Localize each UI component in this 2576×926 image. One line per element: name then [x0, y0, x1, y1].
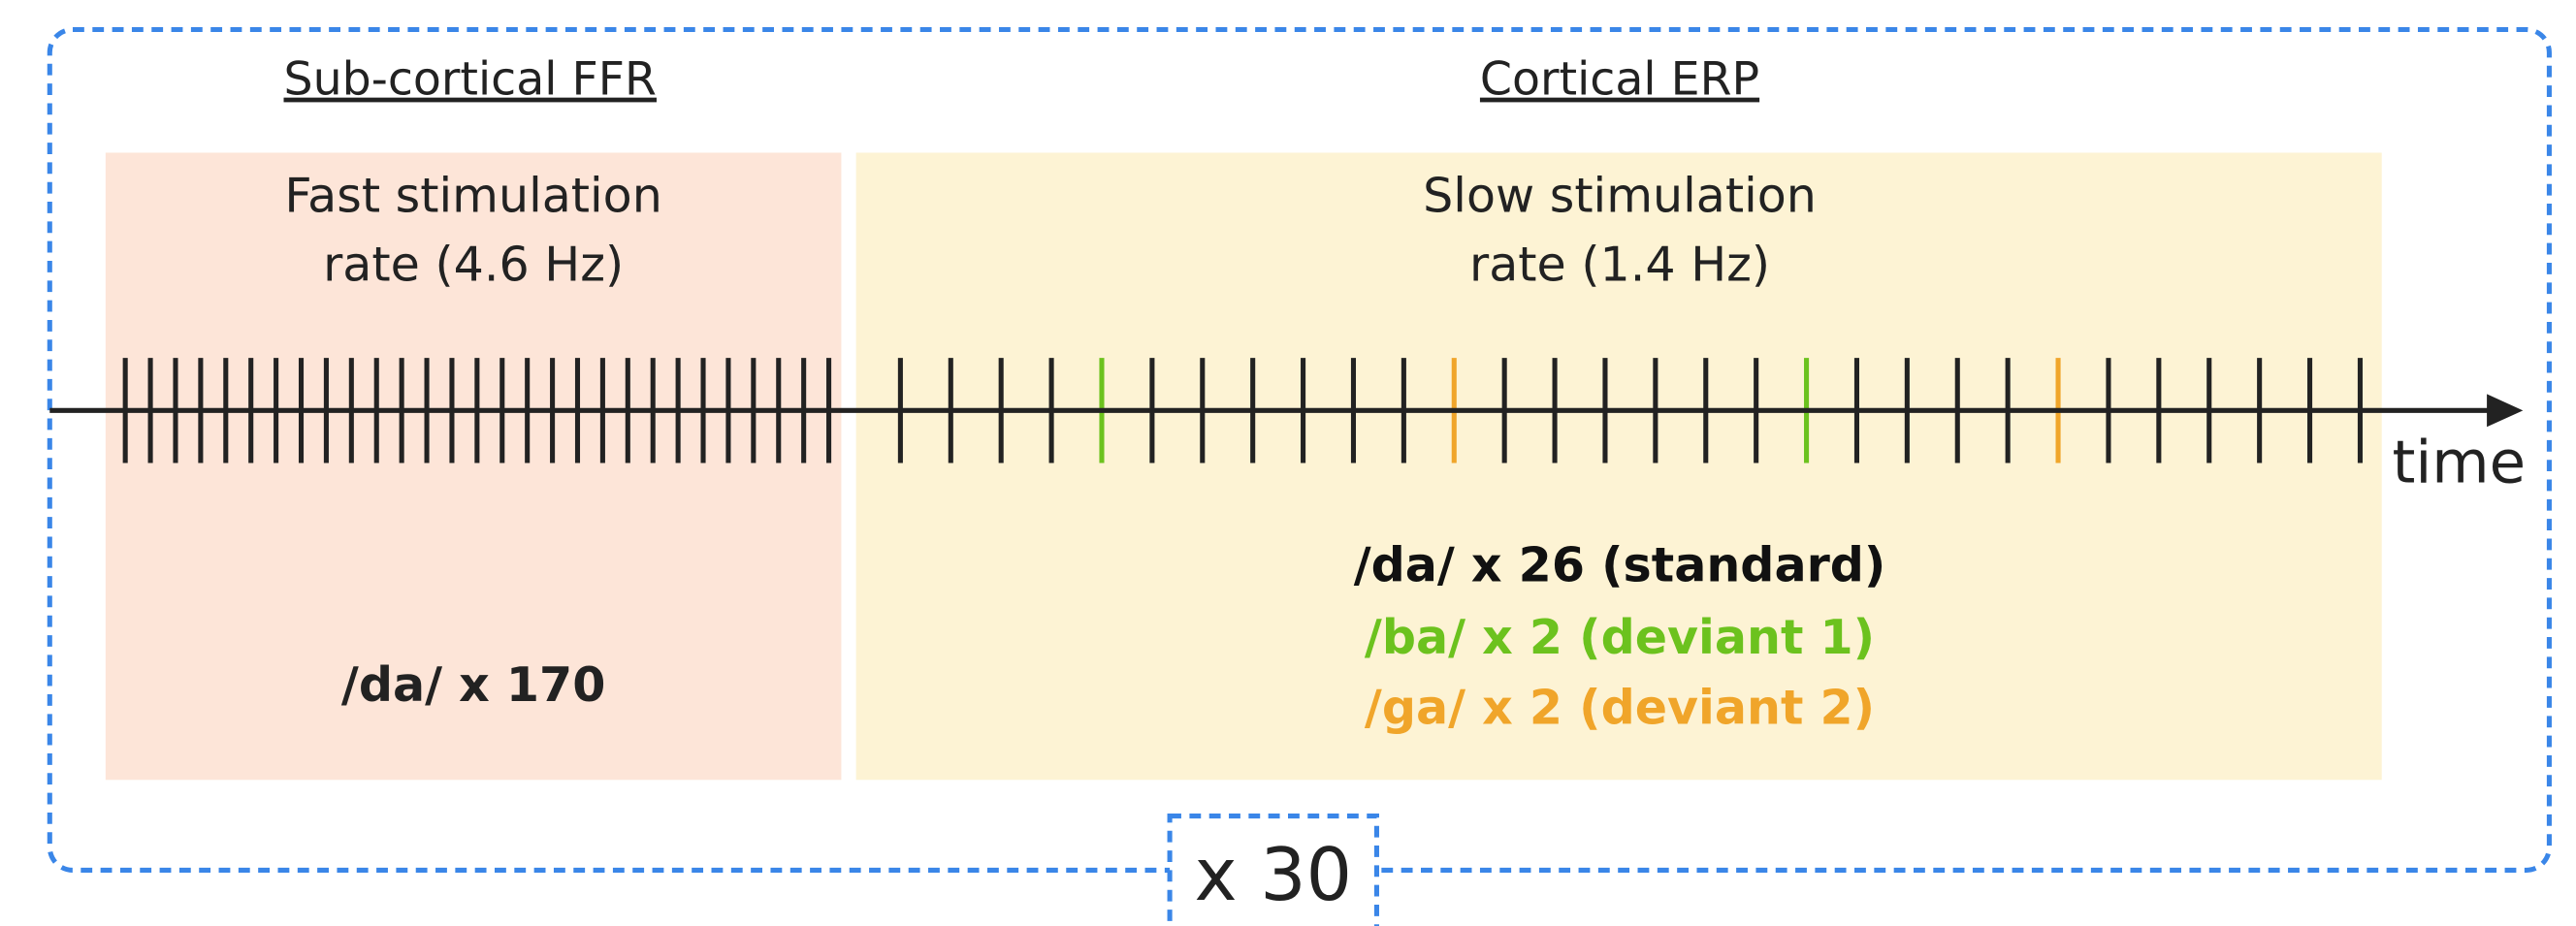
- stimulus-count: /da/ x 26 (standard): [1354, 536, 1886, 592]
- repeat-box: [1167, 814, 1379, 926]
- section-heading: Sub-cortical FFR: [284, 53, 657, 107]
- rate-label: Slow stimulation: [1423, 167, 1817, 223]
- ffr-panel: [105, 152, 842, 781]
- repeat-label: x 30: [1194, 833, 1352, 917]
- stimulus-count: /ba/ x 2 (deviant 1): [1365, 609, 1875, 665]
- axis-label: time: [2392, 428, 2526, 496]
- axis-arrow: [2487, 394, 2524, 428]
- repeat-frame: [47, 26, 2552, 873]
- rate-label: rate (1.4 Hz): [1469, 237, 1770, 293]
- rate-label: rate (4.6 Hz): [323, 237, 624, 293]
- rate-label: Fast stimulation: [284, 167, 661, 223]
- stimulus-count: /ga/ x 2 (deviant 2): [1365, 680, 1875, 736]
- erp-panel: [855, 152, 2382, 781]
- section-heading: Cortical ERP: [1480, 53, 1759, 107]
- stimulus-count: /da/ x 170: [341, 656, 605, 713]
